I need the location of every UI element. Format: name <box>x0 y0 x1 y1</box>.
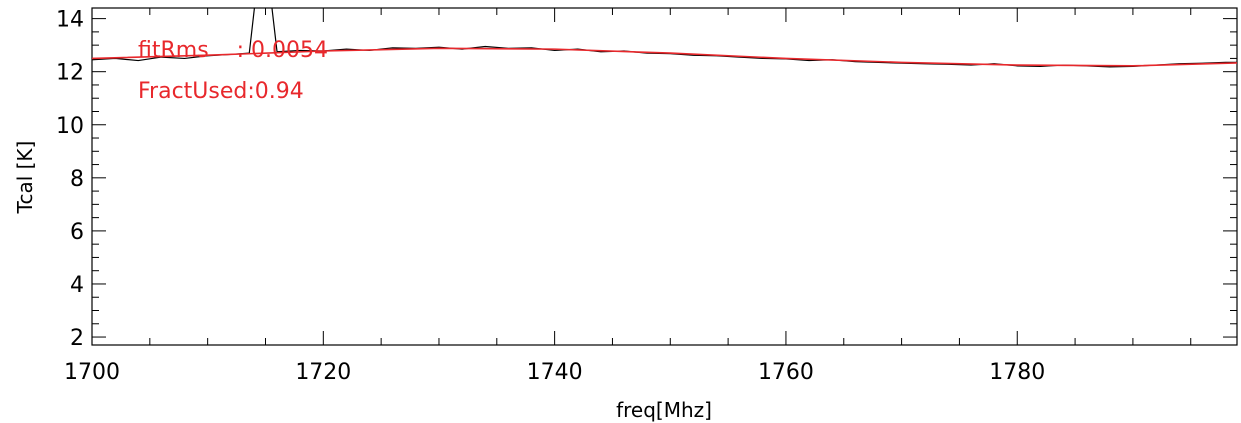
x-tick-label: 1720 <box>295 360 351 385</box>
y-tick-label: 2 <box>70 326 84 351</box>
y-tick-label: 6 <box>70 220 84 245</box>
y-tick-label: 4 <box>70 273 84 298</box>
x-tick-label: 1740 <box>527 360 583 385</box>
y-tick-label: 14 <box>56 8 84 33</box>
fit-line <box>92 47 1237 67</box>
y-tick-label: 12 <box>56 61 84 86</box>
annotation-fract-used: FractUsed:0.94 <box>138 79 304 104</box>
x-tick-label: 1780 <box>989 360 1045 385</box>
axis-ticks <box>91 8 1237 345</box>
y-tick-label: 8 <box>70 167 84 192</box>
x-tick-label: 1700 <box>64 360 120 385</box>
x-axis-label: freq[Mhz] <box>616 398 712 422</box>
annotation-fit-rms: fitRms : 0.0054 <box>138 38 328 63</box>
plot-frame <box>91 7 1238 346</box>
series-group <box>92 8 1237 68</box>
tick-labels: 1700 1720 1740 1760 1780 2 4 6 8 10 12 14 <box>56 8 1045 385</box>
y-tick-label: 10 <box>56 114 84 139</box>
x-tick-label: 1760 <box>758 360 814 385</box>
y-axis-label: Tcal [K] <box>13 141 37 215</box>
